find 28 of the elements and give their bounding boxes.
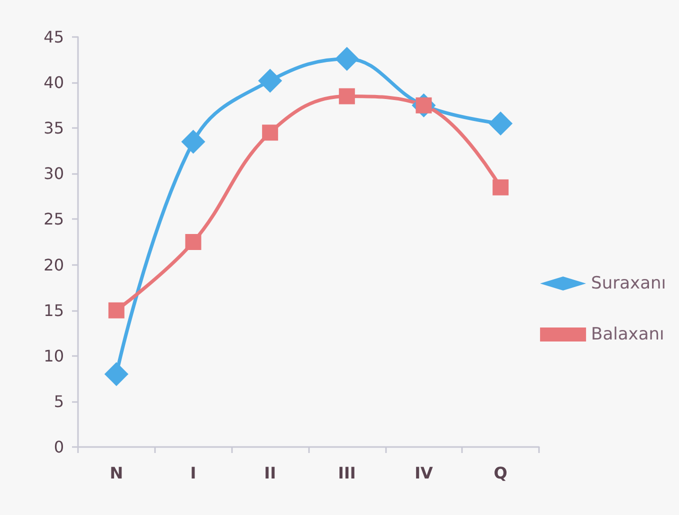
x-tick-label: III xyxy=(338,464,356,482)
point xyxy=(185,234,202,250)
point xyxy=(258,68,282,93)
point xyxy=(338,88,355,104)
x-tick-label: Q xyxy=(494,464,508,482)
y-tick-label: 35 xyxy=(44,118,64,138)
y-tick-label: 40 xyxy=(44,73,64,92)
y-tick-label: 25 xyxy=(44,210,64,229)
x-tick-label: II xyxy=(264,464,276,482)
legend-label: Suraxanı xyxy=(591,274,666,294)
y-tick-label: 20 xyxy=(44,255,64,274)
point xyxy=(488,112,513,136)
y-tick-label: 0 xyxy=(54,438,64,456)
x-tick-label: IV xyxy=(414,464,434,482)
x-tick-label: N xyxy=(110,464,124,482)
point xyxy=(492,179,509,196)
point xyxy=(181,130,206,154)
point xyxy=(334,46,359,71)
y-tick-label: 15 xyxy=(44,300,64,320)
y-tick-label: 5 xyxy=(54,392,64,411)
y-tick-label: 45 xyxy=(44,28,64,46)
y-tick-label: 30 xyxy=(44,164,64,184)
y-tick-label: 10 xyxy=(44,346,64,366)
point xyxy=(262,124,278,141)
legend-label: Balaxanı xyxy=(591,324,664,344)
point xyxy=(104,362,128,386)
point xyxy=(108,302,124,318)
x-tick-label: I xyxy=(190,464,196,482)
